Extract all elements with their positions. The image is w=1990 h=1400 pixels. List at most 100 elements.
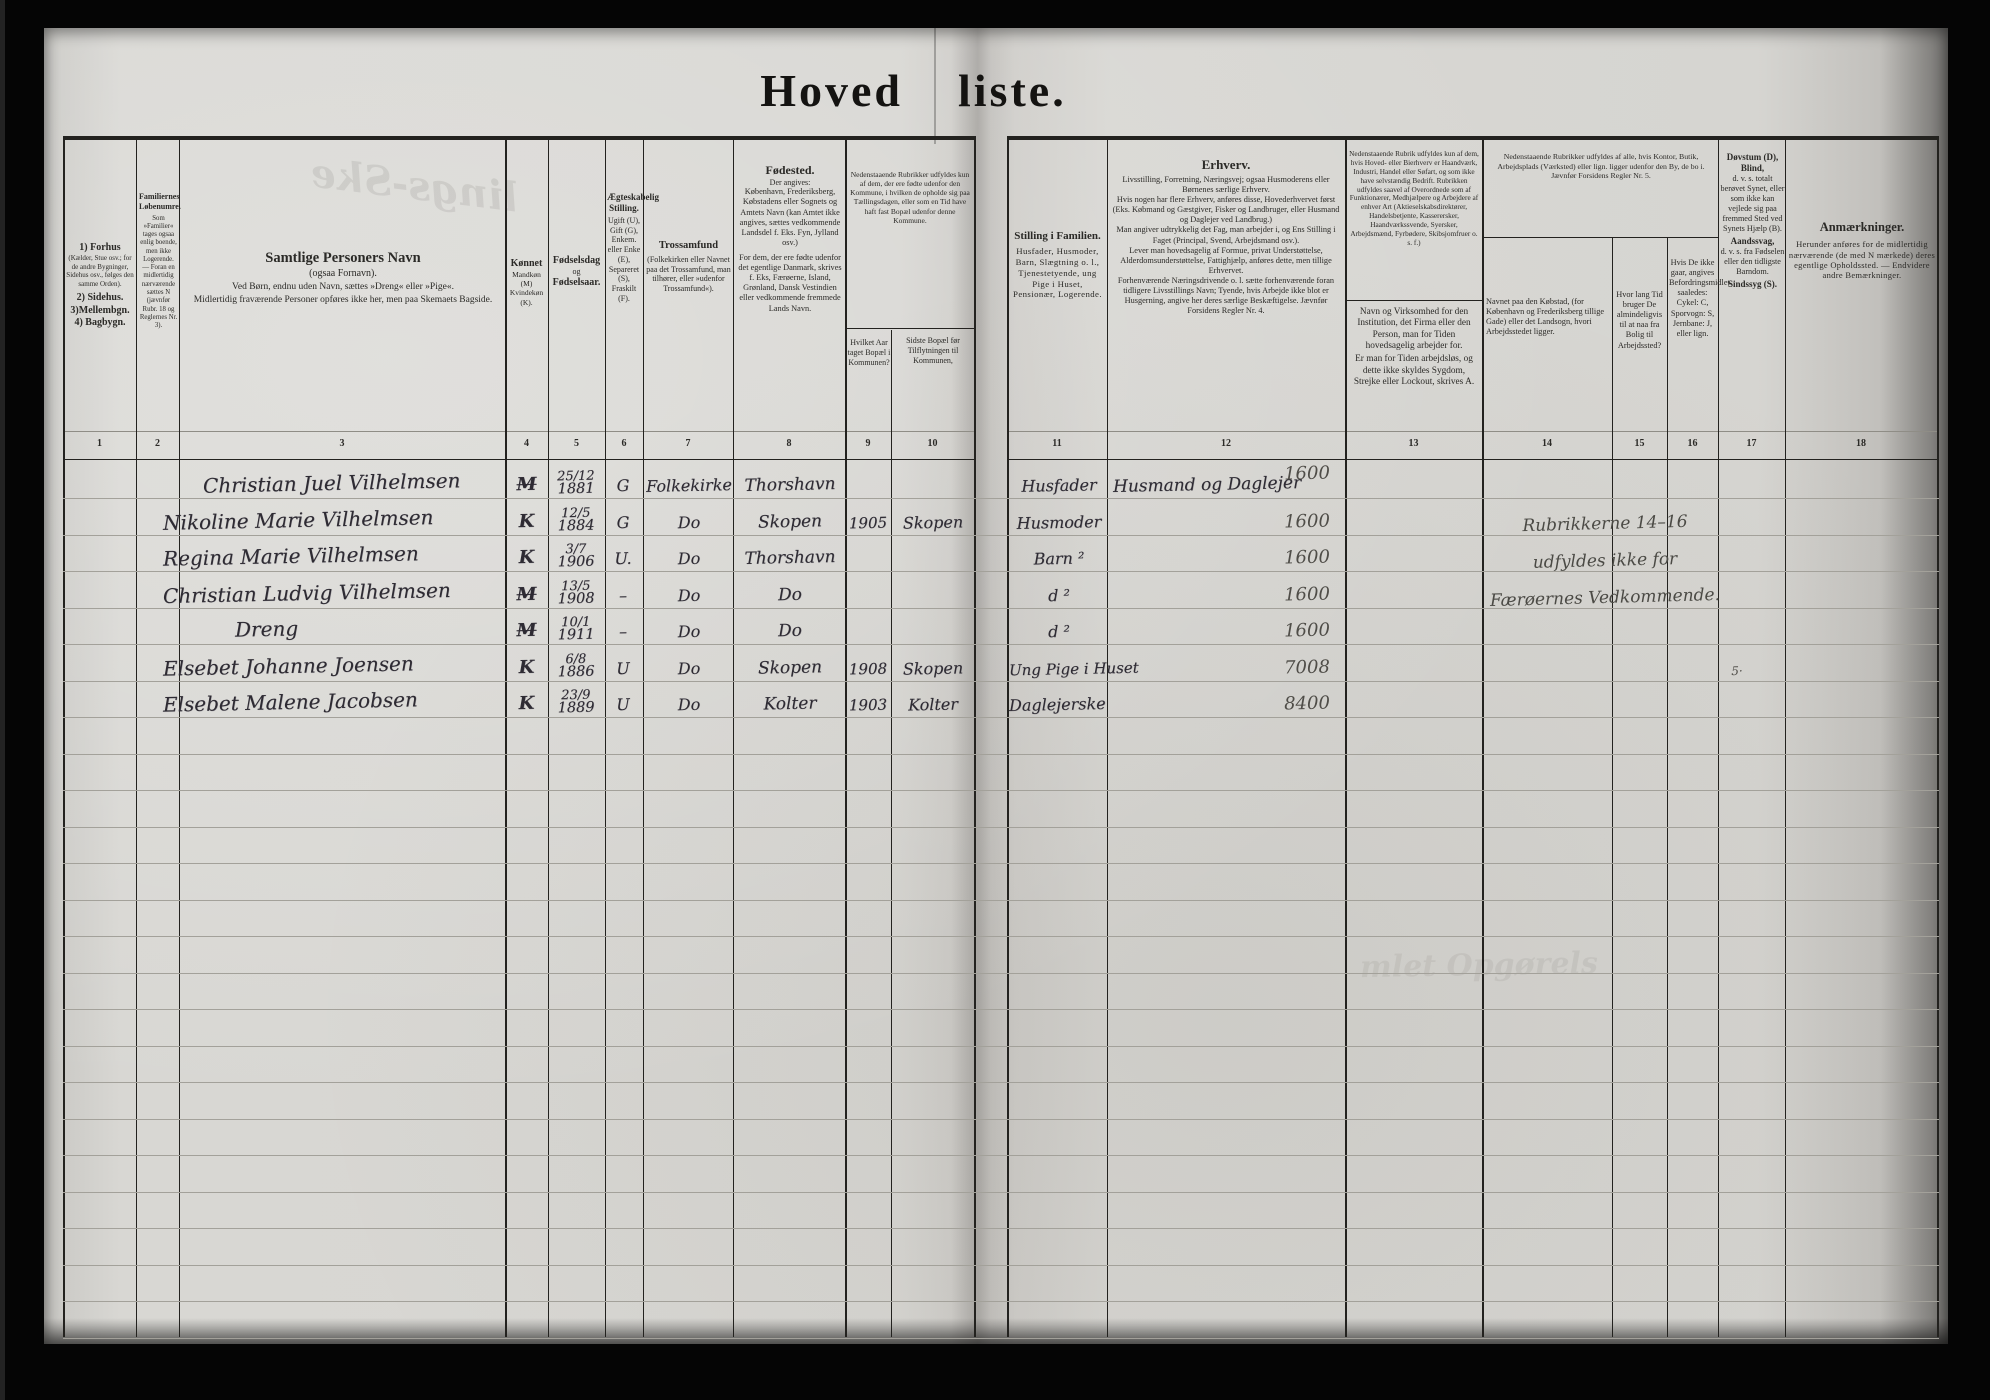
table-line bbox=[1345, 140, 1347, 1337]
table-line bbox=[974, 140, 976, 1337]
cell-religion: Folkekirke bbox=[645, 475, 733, 496]
cell-religion: Do bbox=[677, 694, 701, 715]
birth-year: 1884 bbox=[557, 517, 595, 535]
cell-birthplace: Skopen bbox=[757, 511, 823, 533]
cell-religion: Do bbox=[677, 621, 701, 642]
table-line bbox=[1007, 459, 1939, 460]
table-line bbox=[505, 140, 507, 1337]
cell-code: 1600 bbox=[1283, 462, 1331, 485]
page-fold-crease bbox=[934, 28, 936, 144]
table-line bbox=[1937, 140, 1939, 1337]
cell-last-residence: Skopen bbox=[902, 512, 964, 533]
table-line bbox=[1007, 431, 1939, 432]
cell-birthplace: Do bbox=[777, 584, 803, 606]
census-row: Christian Juel Vilhelmsen M 25/12 1881 G … bbox=[63, 461, 1939, 499]
column-header-position-in-family: Stilling i Familien. Husfader, Husmoder,… bbox=[1013, 230, 1102, 300]
cell-code: 1600 bbox=[1283, 583, 1331, 606]
column-header-last-residence: Sidste Bopæl før Tilflytningen til Kommu… bbox=[906, 336, 960, 365]
cell-code: 1600 bbox=[1283, 619, 1331, 642]
column-header-birthplace: Fødested. Der angives: København, Freder… bbox=[738, 163, 842, 313]
table-top-rule bbox=[1007, 136, 1939, 140]
table-row-empty bbox=[63, 972, 1939, 1010]
column-header-transport: Hvis De ikke gaar, angives Befordringsmi… bbox=[1669, 258, 1730, 338]
table-line bbox=[1785, 140, 1786, 1337]
census-row: Christian Ludvig Vilhelmsen M 13/5 1908 –… bbox=[63, 571, 1939, 609]
column-header-disabilities: Døvstum (D), Blind, d. v. s. totalt berø… bbox=[1720, 152, 1785, 289]
cell-religion: Do bbox=[677, 585, 701, 606]
cell-sex: M bbox=[516, 473, 537, 496]
column-number: 3 bbox=[339, 438, 345, 449]
column-header-workplace-group: Nedenstaaende Rubrikker udfyldes af alle… bbox=[1497, 152, 1705, 180]
census-row: Nikoline Marie Vilhelmsen K 12/5 1884 G D… bbox=[63, 498, 1939, 536]
column-header-family-number: Familiernes Løbenumre. Som »Familier« ta… bbox=[139, 192, 181, 330]
table-row-empty bbox=[63, 790, 1939, 828]
cell-disability-mark: 5· bbox=[1731, 663, 1743, 679]
table-line bbox=[605, 140, 606, 1337]
table-row-empty bbox=[63, 826, 1939, 864]
column-number: 13 bbox=[1408, 438, 1419, 449]
column-number: 5 bbox=[574, 438, 579, 449]
cell-family-position: Husmoder bbox=[1016, 512, 1102, 533]
page-right-edge-shadow bbox=[1880, 28, 1948, 1344]
column-header-remarks: Anmærkninger. Herunder anføres for de mi… bbox=[1788, 220, 1936, 281]
birth-year: 1908 bbox=[557, 590, 595, 608]
column-number: 4 bbox=[524, 438, 529, 449]
table-row-empty bbox=[63, 1118, 1939, 1156]
table-line bbox=[136, 140, 137, 1337]
paper-spread bbox=[44, 28, 1948, 1344]
cell-marital: – bbox=[618, 585, 628, 606]
table-line bbox=[1482, 237, 1718, 238]
page-title-right: liste. bbox=[958, 65, 1067, 116]
column-header-marital-status: Ægteskabelig Stilling. Ugift (U), Gift (… bbox=[607, 192, 660, 303]
birth-year: 1881 bbox=[557, 480, 595, 498]
page-title-left: Hoved bbox=[760, 65, 903, 116]
table-row-empty bbox=[63, 1264, 1939, 1302]
cell-birthplace: Do bbox=[777, 620, 803, 642]
column-number: 17 bbox=[1746, 438, 1757, 449]
cell-birthdate: 12/5 1884 bbox=[546, 506, 607, 535]
column-header-year-moved: Hvilket Aar taget Bopæl i Kommunen? bbox=[847, 338, 891, 367]
cell-birthdate: 3/7 1906 bbox=[546, 542, 607, 571]
cell-sex: K bbox=[518, 510, 535, 533]
cell-name: Nikoline Marie Vilhelmsen bbox=[162, 505, 434, 535]
table-row-empty bbox=[63, 1191, 1939, 1229]
table-line bbox=[643, 140, 644, 1337]
column-number: 18 bbox=[1856, 438, 1866, 449]
cell-sex: K bbox=[518, 656, 535, 679]
column-number: 14 bbox=[1542, 438, 1552, 449]
cell-marital: G bbox=[616, 512, 630, 533]
column-header-commute-time: Hvor lang Tid bruger De almindeligvis ti… bbox=[1616, 290, 1663, 350]
table-line bbox=[1612, 237, 1613, 1337]
table-line bbox=[733, 140, 734, 1337]
column-number: 7 bbox=[685, 438, 691, 449]
column-header-occupation: Erhverv. Livsstilling, Forretning, Nærin… bbox=[1112, 157, 1340, 316]
column-header-employer-note: Nedenstaaende Rubrik udfyldes kun af dem… bbox=[1349, 149, 1479, 247]
cell-birthdate: 10/1 1911 bbox=[546, 615, 607, 644]
cell-religion: Do bbox=[677, 658, 701, 679]
census-row: Regina Marie Vilhelmsen K 3/7 1906 U. Do … bbox=[63, 534, 1939, 572]
birth-year: 1889 bbox=[557, 699, 595, 717]
table-line bbox=[1345, 300, 1482, 301]
cell-year-moved: 1908 bbox=[848, 659, 888, 679]
column-number: 15 bbox=[1634, 438, 1645, 449]
table-line bbox=[548, 140, 549, 1337]
table-row-empty bbox=[63, 1301, 1939, 1339]
cell-marital: – bbox=[618, 621, 628, 642]
column-header-religion: Trossamfund (Folkekirken eller Navnet pa… bbox=[646, 240, 731, 294]
table-row-empty bbox=[63, 717, 1939, 755]
column-header-migration-group: Nedenstaaende Rubrikker udfyldes kun af … bbox=[850, 170, 970, 225]
cell-birthplace: Kolter bbox=[763, 693, 817, 715]
table-row-empty bbox=[63, 1155, 1939, 1193]
column-header-building: 1) Forhus (Kælder, Stue osv.; for de and… bbox=[66, 242, 134, 328]
cell-family-position: d ² bbox=[1047, 621, 1071, 642]
census-row: Dreng M 10/1 1911 – Do Do d ² 1600 bbox=[63, 607, 1939, 645]
table-line bbox=[63, 140, 65, 1337]
table-row-empty bbox=[63, 863, 1939, 901]
cell-name: Christian Juel Vilhelmsen bbox=[202, 468, 461, 498]
table-line bbox=[1667, 237, 1668, 1337]
cell-marital: G bbox=[616, 475, 630, 496]
column-number: 8 bbox=[786, 438, 792, 449]
table-line bbox=[845, 328, 975, 329]
table-line bbox=[179, 140, 180, 1337]
cell-birthplace: Skopen bbox=[757, 657, 823, 679]
